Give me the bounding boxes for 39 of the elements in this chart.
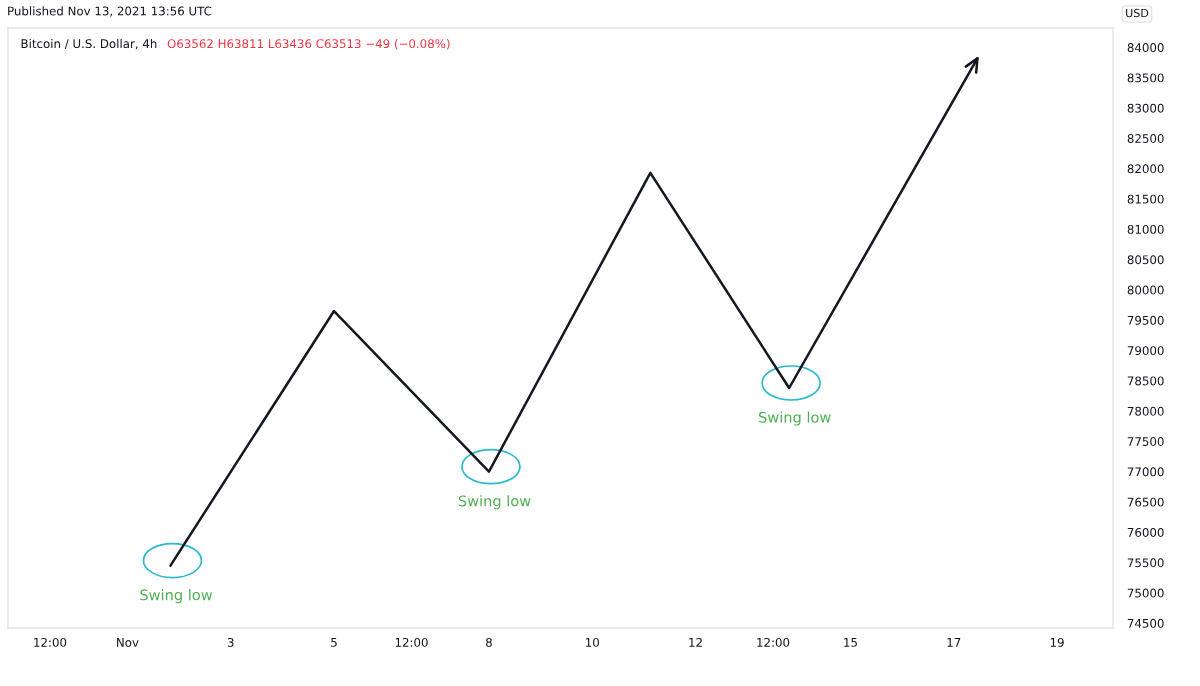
- y-tick-label: 84000: [1127, 43, 1164, 53]
- text: Bitcoin / U.S. Dollar, 4h: [21, 38, 157, 50]
- annotation: Swing low: [759, 411, 831, 426]
- y-axis-title: USD: [1126, 8, 1149, 18]
- x-tick-label: 19: [1050, 637, 1064, 647]
- y-tick-label: 79000: [1127, 346, 1164, 356]
- y-tick-label: 74500: [1127, 618, 1164, 628]
- x-tick-label: 12: [689, 637, 702, 647]
- y-tick-label: 78000: [1127, 406, 1164, 416]
- y-tick-label: 83000: [1127, 103, 1164, 113]
- x-tick-label: 8: [485, 637, 492, 647]
- x-tick-label: 3: [227, 637, 234, 647]
- x-tick-label: 5: [331, 638, 337, 647]
- y-tick-label: 78500: [1127, 376, 1164, 386]
- y-tick-label: 80500: [1127, 255, 1164, 265]
- y-tick-label: 82000: [1127, 164, 1164, 174]
- x-tick-label: 12:00: [757, 637, 790, 647]
- y-tick-label: 76000: [1127, 527, 1164, 537]
- y-tick-label: 77500: [1127, 437, 1164, 446]
- y-tick-label: 80000: [1127, 285, 1164, 295]
- y-tick-label: 77000: [1127, 467, 1164, 477]
- annotation: Swing low: [140, 589, 213, 604]
- x-tick-label: 12:00: [34, 637, 67, 647]
- y-tick-label: 75500: [1127, 558, 1164, 568]
- x-tick-label: 17: [947, 638, 961, 647]
- y-tick-label: 82500: [1127, 134, 1164, 143]
- y-tick-label: 76500: [1127, 497, 1164, 507]
- y-tick-label: 81000: [1127, 224, 1164, 234]
- y-tick-label: 83500: [1127, 73, 1164, 83]
- y-tick-label: 75000: [1127, 588, 1164, 598]
- text: O63562 H63811 L63436 C63513 −49 (−0.08%): [167, 38, 450, 50]
- x-tick-label: Nov: [117, 638, 139, 647]
- x-tick-label: 15: [844, 638, 857, 647]
- text: Published Nov 13, 2021 13:56 UTC: [8, 6, 212, 17]
- x-tick-label: 10: [586, 637, 599, 647]
- annotation: Swing low: [458, 495, 531, 510]
- y-tick-label: 79500: [1127, 315, 1164, 325]
- x-tick-label: 12:00: [395, 637, 428, 647]
- y-tick-label: 81500: [1127, 194, 1164, 204]
